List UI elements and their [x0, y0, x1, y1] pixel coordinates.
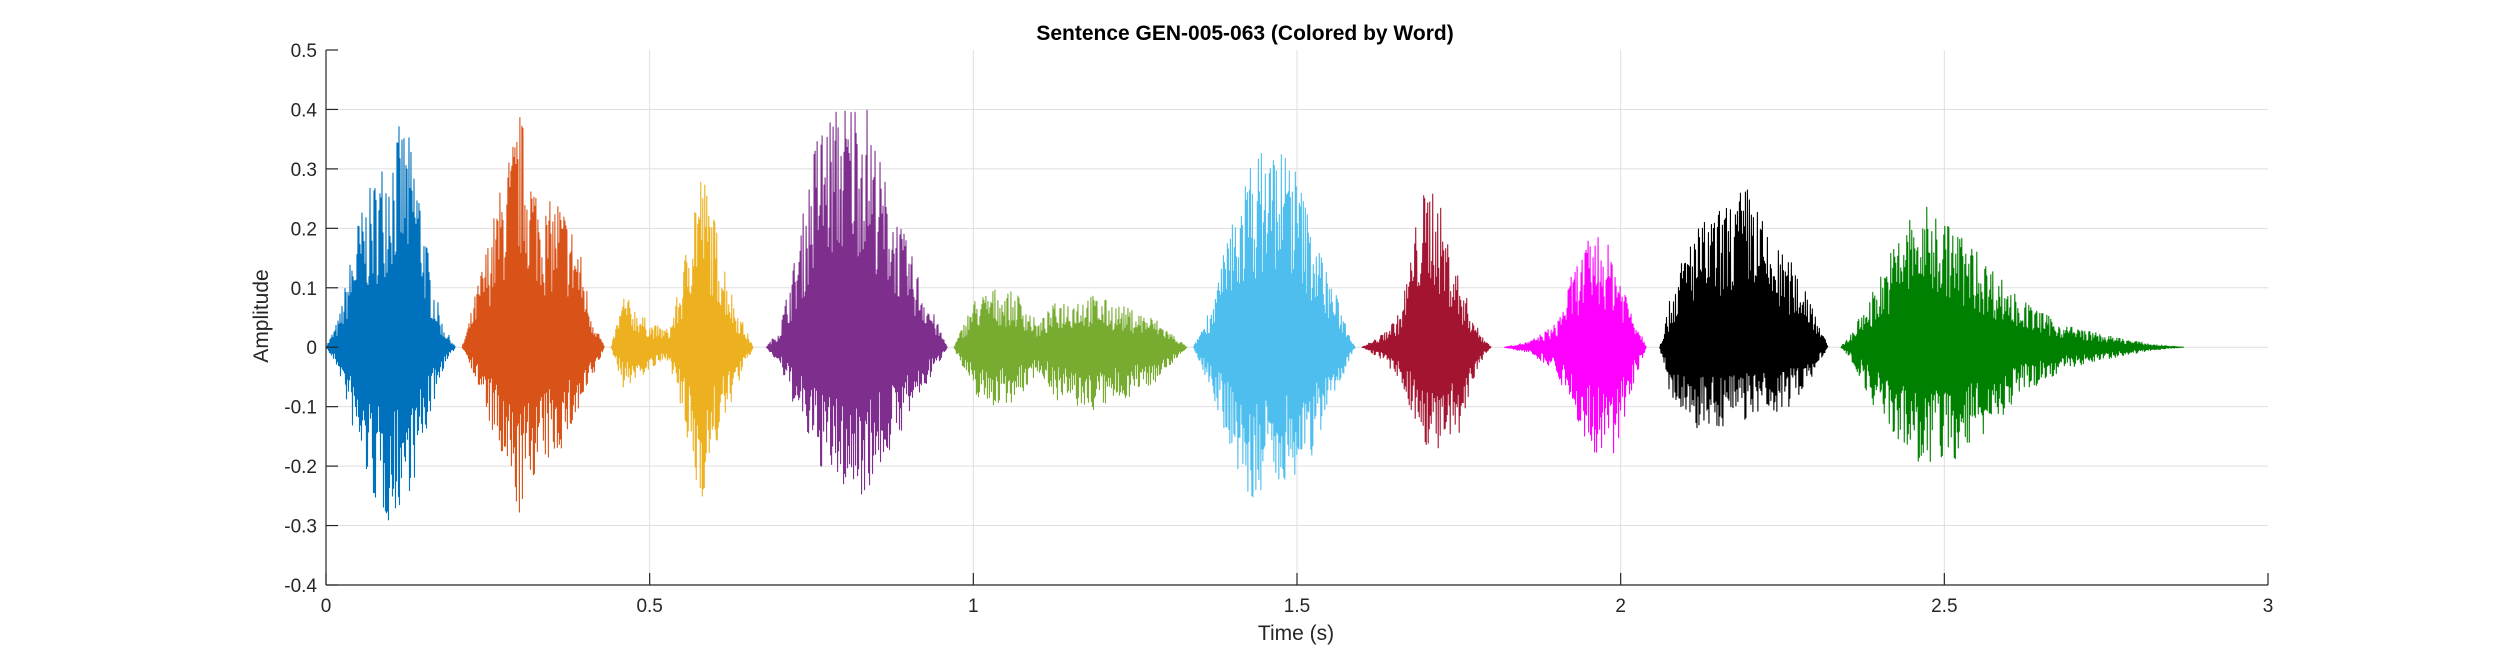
- waveform-segment: [461, 116, 605, 513]
- waveform-segment: [953, 289, 1188, 411]
- waveform-segment: [1361, 193, 1492, 449]
- waveform-segment: [610, 181, 754, 497]
- y-tick-label: 0.1: [291, 279, 317, 300]
- y-tick-label: 0.4: [291, 100, 318, 121]
- y-tick-label: 0.2: [291, 219, 317, 240]
- waveform-segment: [1504, 237, 1647, 454]
- x-tick-label: 0.5: [636, 596, 662, 617]
- axes: [325, 49, 2269, 586]
- y-tick-label: -0.3: [284, 517, 317, 538]
- x-axis-label: Time (s): [1258, 622, 1334, 645]
- x-tick-label: 0: [321, 596, 332, 617]
- y-tick-label: -0.1: [284, 398, 317, 419]
- y-axis-label: Amplitude: [250, 269, 273, 362]
- tick-labels: 0 0.5 1 1.5 2 2.5 3 -0.4 -0.3 -0.2 -0.1 0 0.1 0.2 0.3 0…: [284, 41, 2273, 617]
- waveform-segment: [1659, 189, 1829, 429]
- y-tick-label: 0.3: [291, 160, 317, 181]
- waveform-segment: [765, 109, 948, 495]
- y-tick-label: 0.5: [291, 41, 317, 62]
- x-tick-label: 3: [2263, 596, 2274, 617]
- y-tick-label: -0.4: [284, 576, 317, 597]
- waveform-segment: [1193, 153, 1356, 498]
- waveform-segment: [325, 126, 456, 521]
- y-tick-label: -0.2: [284, 457, 317, 478]
- waveform-segment: [1840, 206, 2184, 462]
- x-tick-label: 1.5: [1284, 596, 1310, 617]
- waveform-segments: [325, 109, 2184, 521]
- x-tick-label: 1: [968, 596, 979, 617]
- chart-title: Sentence GEN-005-063 (Colored by Word): [1036, 22, 1453, 45]
- x-tick-label: 2: [1615, 596, 1626, 617]
- y-tick-label: 0: [306, 338, 317, 359]
- x-tick-label: 2.5: [1931, 596, 1957, 617]
